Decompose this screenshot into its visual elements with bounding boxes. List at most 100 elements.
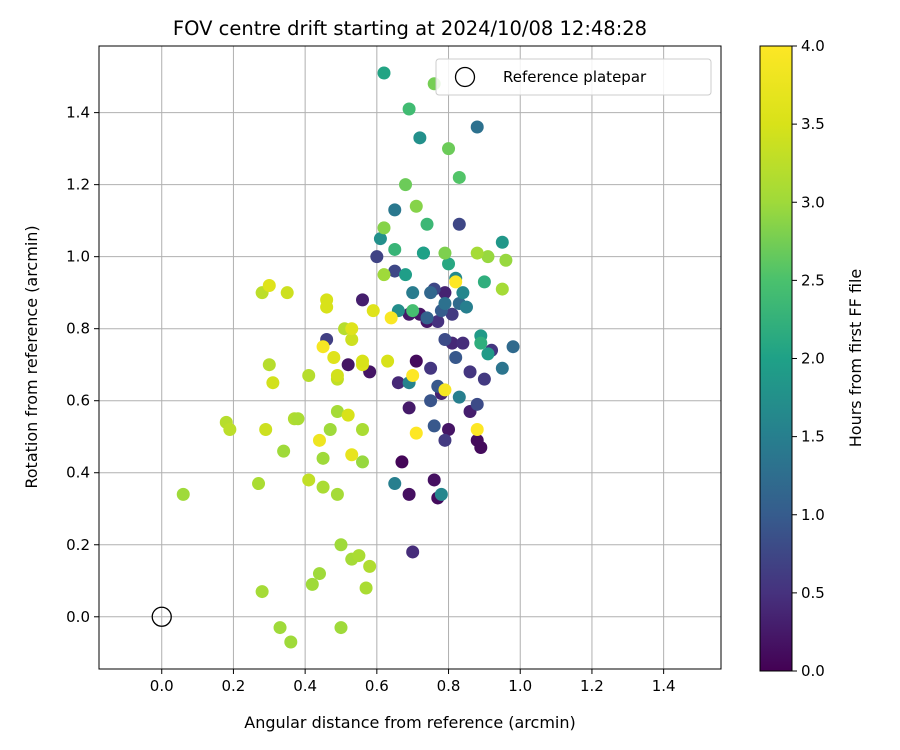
legend-marker [454, 66, 476, 88]
data-point [223, 423, 237, 437]
data-point [345, 322, 359, 336]
colorbar-tick-label: 3.0 [801, 193, 825, 211]
x-tick-label: 0.6 [365, 677, 389, 695]
x-tick-label: 0.8 [437, 677, 461, 695]
data-point [413, 131, 427, 145]
data-point [316, 480, 330, 494]
grid-lines [99, 46, 721, 669]
data-point [424, 361, 438, 375]
data-point [305, 577, 319, 591]
data-point [370, 250, 384, 264]
data-point [452, 217, 466, 231]
data-point [495, 361, 509, 375]
data-point [355, 423, 369, 437]
y-axis-ticks: 0.0 0.2 0.4 0.6 0.8 1.0 1.2 1.4 [66, 104, 99, 626]
x-axis-ticks: 0.0 0.2 0.4 0.6 0.8 1.0 1.2 1.4 [150, 669, 676, 695]
legend-label: Reference platepar [503, 68, 647, 86]
data-point [262, 278, 276, 292]
data-point [424, 394, 438, 408]
colorbar-tick-label: 2.0 [801, 350, 825, 368]
data-point [266, 376, 280, 390]
y-tick-label: 1.0 [66, 248, 90, 266]
data-point [406, 304, 420, 318]
colorbar-ticks: 0.0 0.5 1.0 1.5 2.0 2.5 3.0 3.5 4.0 [792, 37, 825, 680]
data-point [399, 178, 413, 192]
data-point [373, 232, 387, 246]
x-tick-label: 0.4 [293, 677, 317, 695]
data-point [262, 358, 276, 372]
data-point [406, 545, 420, 559]
reference-marker [151, 606, 172, 627]
y-axis-label: Rotation from reference (arcmin) [22, 225, 41, 488]
legend-box [435, 58, 712, 96]
colorbar-tick-label: 1.0 [801, 506, 825, 524]
data-point [252, 477, 266, 491]
data-point [323, 423, 337, 437]
data-point [424, 286, 438, 300]
data-point [456, 336, 470, 350]
data-point [438, 286, 452, 300]
colorbar-gradient [759, 45, 793, 672]
data-point [388, 242, 402, 256]
data-point [345, 448, 359, 462]
data-point [399, 268, 413, 282]
data-point [312, 433, 326, 447]
data-point [355, 455, 369, 469]
data-point [456, 286, 470, 300]
data-point [176, 487, 190, 501]
data-point [284, 635, 298, 649]
data-point [427, 419, 441, 433]
x-tick-label: 0.2 [222, 677, 246, 695]
data-point [470, 120, 484, 134]
colorbar-tick-label: 2.5 [801, 271, 825, 289]
data-point [477, 275, 491, 289]
colorbar-tick-label: 1.5 [801, 428, 825, 446]
y-tick-label: 0.8 [66, 320, 90, 338]
data-point [431, 314, 445, 328]
x-tick-label: 1.4 [652, 677, 676, 695]
data-point [402, 401, 416, 415]
colorbar-tick-label: 3.5 [801, 115, 825, 133]
x-tick-label: 0.0 [150, 677, 174, 695]
data-point [506, 340, 520, 354]
data-point [470, 246, 484, 260]
data-point [427, 473, 441, 487]
data-point [302, 473, 316, 487]
data-point [463, 365, 477, 379]
data-point [420, 311, 434, 325]
data-point [481, 250, 495, 264]
data-point [291, 412, 305, 426]
data-point [334, 538, 348, 552]
data-point [312, 567, 326, 581]
data-point [474, 336, 488, 350]
data-point [259, 423, 273, 437]
data-point [495, 282, 509, 296]
data-point [320, 293, 334, 307]
x-axis-label: Angular distance from reference (arcmin) [244, 713, 575, 732]
data-point [316, 340, 330, 354]
y-tick-label: 0.4 [66, 464, 90, 482]
data-point [434, 487, 448, 501]
data-point [316, 451, 330, 465]
data-point [355, 293, 369, 307]
data-point [442, 257, 456, 271]
colorbar-label: Hours from first FF file [846, 269, 865, 448]
chart-title: FOV centre drift starting at 2024/10/08 … [173, 17, 647, 40]
data-point [345, 332, 359, 346]
data-point [470, 423, 484, 437]
data-point [377, 268, 391, 282]
data-point [449, 351, 463, 364]
x-tick-label: 1.2 [580, 677, 604, 695]
x-tick-label: 1.0 [508, 677, 532, 695]
data-point [449, 275, 463, 289]
data-point [302, 369, 316, 383]
data-point [445, 307, 459, 321]
y-tick-label: 1.2 [66, 176, 90, 194]
data-point [352, 549, 366, 563]
data-point [277, 444, 291, 458]
data-point [402, 487, 416, 501]
data-point [255, 585, 269, 599]
data-point [406, 369, 420, 383]
